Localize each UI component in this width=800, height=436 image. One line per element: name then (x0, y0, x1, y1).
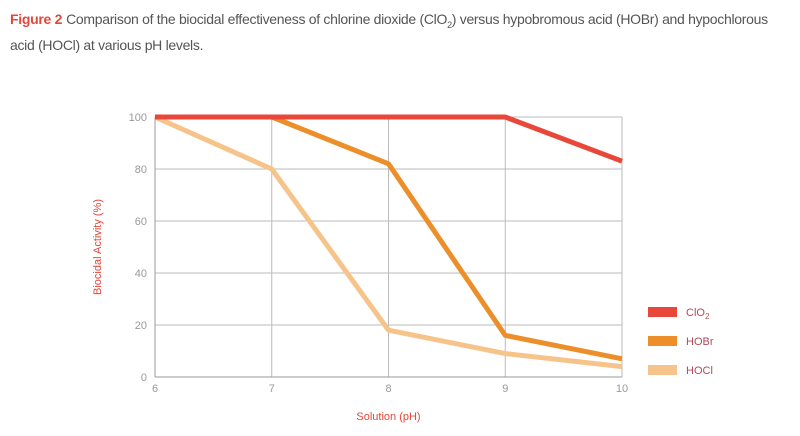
x-axis-label: Solution (pH) (356, 411, 420, 423)
legend-label-hobr: HOBr (686, 336, 714, 348)
y-tick-label: 0 (141, 372, 147, 384)
legend-label-clo2: ClO2 (686, 307, 710, 321)
caption-subscript: 2 (447, 19, 452, 30)
figure-caption: Figure 2 Comparison of the biocidal effec… (10, 9, 790, 55)
y-tick-label: 80 (135, 164, 147, 176)
y-tick-label: 100 (129, 112, 147, 124)
caption-text: Comparison of the biocidal effectiveness… (66, 11, 448, 27)
caption-text-end: ) versus hypobromous acid (HOBr) and hyp… (10, 11, 768, 53)
legend-swatch-clo2 (648, 307, 677, 317)
legend-label-hocl: HOCl (686, 365, 713, 377)
y-tick-label: 20 (135, 320, 147, 332)
x-tick-label: 9 (502, 383, 508, 395)
x-tick-label: 10 (616, 383, 628, 395)
y-tick-label: 60 (135, 216, 147, 228)
figure-label: Figure 2 (10, 11, 63, 27)
x-tick-label: 8 (385, 383, 391, 395)
x-tick-label: 7 (269, 383, 275, 395)
legend-swatch-hocl (648, 365, 677, 375)
legend-swatch-hobr (648, 336, 677, 346)
y-tick-label: 40 (135, 268, 147, 280)
x-tick-label: 6 (152, 383, 158, 395)
y-axis-label: Biocidal Activity (%) (92, 199, 104, 295)
